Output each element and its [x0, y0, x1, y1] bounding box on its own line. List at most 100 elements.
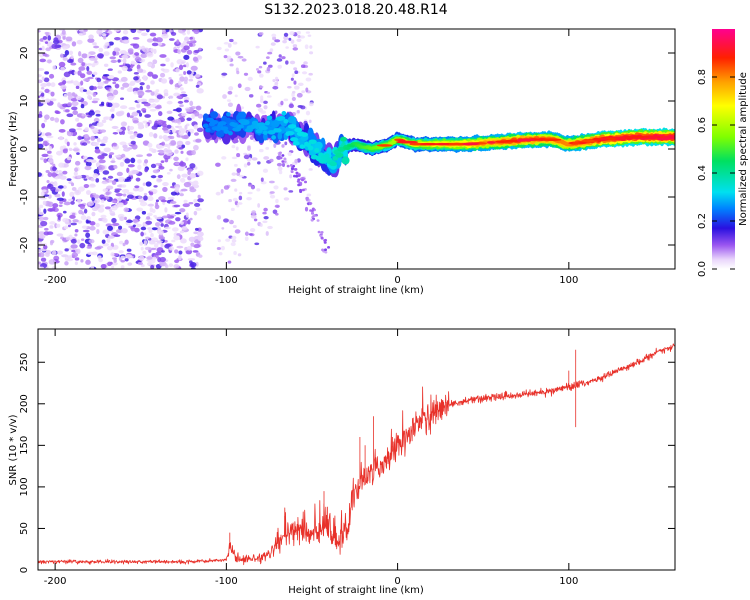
noise-blob [50, 98, 57, 102]
noise-blob [292, 44, 298, 48]
noise-blob [164, 264, 169, 268]
noise-blob [62, 170, 68, 175]
noise-blob [55, 188, 59, 193]
noise-blob [160, 68, 165, 71]
noise-blob [74, 261, 78, 266]
noise-blob [121, 54, 129, 59]
signal-blob [277, 132, 283, 140]
noise-blob [167, 116, 175, 121]
noise-blob [84, 127, 89, 132]
noise-blob [58, 128, 66, 133]
noise-blob [137, 99, 143, 103]
noise-blob [57, 214, 61, 221]
noise-blob [38, 67, 45, 71]
noise-blob [133, 90, 138, 95]
noise-blob [290, 170, 294, 174]
noise-blob [287, 86, 292, 89]
noise-blob [44, 227, 49, 231]
noise-blob [111, 200, 117, 203]
colorbar: 0.0 0.2 0.4 0.6 0.8 Normalized spectral ampl… [697, 29, 749, 277]
noise-blob [272, 36, 277, 41]
noise-blob [96, 228, 100, 235]
noise-blob [216, 46, 222, 51]
noise-blob [107, 225, 114, 231]
noise-blob [120, 105, 128, 110]
noise-blob [183, 181, 192, 188]
noise-blob [117, 111, 124, 116]
signal-blob [344, 146, 351, 150]
noise-blob [174, 87, 179, 90]
noise-blob [147, 71, 154, 77]
noise-blob [180, 221, 184, 225]
y-tick-label: 0 [19, 567, 30, 573]
noise-blob [179, 193, 184, 197]
noise-blob [190, 242, 195, 247]
noise-blob [257, 203, 261, 208]
noise-blob [74, 167, 79, 173]
noise-blob [183, 54, 190, 60]
noise-blob [148, 239, 156, 245]
y-tick-label: 200 [19, 394, 30, 413]
noise-blob [103, 116, 109, 120]
noise-blob [81, 53, 88, 59]
noise-blob [255, 68, 260, 71]
x-tick-label: -200 [44, 275, 67, 286]
noise-blob [259, 148, 264, 153]
signal-blob [285, 130, 295, 136]
noise-blob [170, 191, 177, 196]
noise-blob [43, 216, 49, 221]
noise-blob [238, 174, 244, 178]
noise-blob [77, 186, 85, 192]
y-tick-label: -10 [19, 189, 30, 205]
signal-peak [486, 141, 496, 144]
noise-blob [168, 29, 173, 33]
noise-blob [80, 140, 88, 143]
signal-blob [228, 130, 233, 136]
noise-blob [197, 55, 203, 60]
noise-blob [186, 49, 193, 55]
noise-blob [169, 168, 173, 172]
noise-blob [111, 265, 115, 269]
noise-blob [151, 42, 159, 47]
noise-blob [181, 144, 186, 149]
noise-blob [176, 245, 184, 249]
noise-blob [93, 194, 100, 199]
noise-blob [310, 209, 314, 212]
noise-blob [104, 206, 111, 210]
noise-blob [197, 198, 204, 203]
noise-blob [41, 45, 45, 51]
noise-blob [186, 117, 192, 122]
noise-blob [297, 34, 301, 39]
noise-blob [186, 70, 192, 75]
noise-blob [259, 98, 264, 103]
noise-blob [128, 86, 133, 90]
signal-blob [264, 120, 270, 126]
noise-blob [70, 97, 78, 102]
noise-blob [174, 186, 180, 191]
noise-blob [47, 207, 55, 212]
noise-blob [126, 192, 134, 196]
noise-blob [166, 110, 173, 115]
noise-blob [130, 29, 137, 34]
noise-blob [183, 76, 189, 82]
noise-blob [102, 73, 110, 77]
signal-blob [341, 156, 350, 165]
noise-blob [73, 80, 79, 86]
noise-blob [111, 113, 115, 119]
noise-blob [125, 254, 132, 259]
noise-blob [136, 103, 141, 109]
snr-y-ticks: 0 50 100 150 200 250 [19, 353, 675, 573]
noise-blob [289, 60, 296, 65]
snr-y-label: SNR (10 * v/v) [8, 414, 19, 485]
noise-blob [100, 214, 107, 219]
noise-blob [102, 136, 109, 141]
noise-blob [51, 43, 59, 49]
noise-blob [285, 60, 289, 65]
noise-blob [104, 80, 109, 84]
noise-blob [43, 208, 47, 214]
noise-blob [70, 55, 74, 60]
noise-blob [131, 111, 139, 117]
y-tick-label: -20 [19, 237, 30, 253]
noise-blob [159, 54, 167, 58]
noise-blob [174, 211, 182, 215]
